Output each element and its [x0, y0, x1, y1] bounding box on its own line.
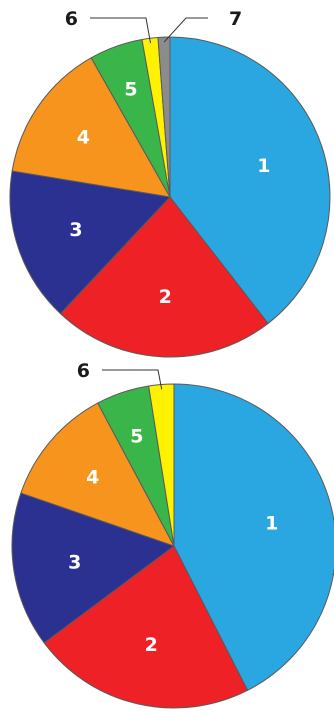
pie-1-leader-7: [163, 17, 208, 43]
pie-2-slice-3: [11, 492, 176, 644]
pie-1-slice-2: [59, 196, 269, 358]
pie-2-label-2: 2: [145, 634, 158, 656]
pie-2-label-1: 1: [265, 513, 278, 535]
pie-1-label-4: 4: [77, 127, 90, 149]
pie-1-label-5: 5: [124, 79, 137, 101]
pie-chart-2: 1 2 3 4 5 6: [11, 360, 334, 709]
pie-2-label-4: 4: [86, 467, 99, 489]
pie-2-leader-6: [102, 369, 163, 390]
pie-2-slice-1: [173, 383, 334, 692]
pie-2-label-3: 3: [68, 551, 81, 573]
pie-1-slice-1: [169, 36, 331, 325]
pie-1-leader-6: [90, 17, 151, 44]
pie-1-label-6: 6: [65, 8, 78, 30]
pie-2-slice-2: [43, 545, 249, 709]
pie-chart-1: 1 2 3 4 5 6 7: [9, 8, 331, 358]
pie-2-slice-6: [148, 383, 175, 547]
pie-1-slice-3: [9, 170, 172, 315]
pie-1-label-1: 1: [257, 155, 270, 177]
pie-1-slice-4: [11, 57, 171, 198]
pie-1-slice-7: [157, 36, 171, 198]
pie-1-label-3: 3: [69, 219, 82, 241]
pie-2-label-6: 6: [77, 360, 90, 382]
pie-1-label-7: 7: [229, 8, 242, 30]
pie-1-label-2: 2: [159, 286, 172, 308]
pie-2-label-5: 5: [130, 425, 143, 447]
pie-2-slice-4: [20, 402, 176, 547]
